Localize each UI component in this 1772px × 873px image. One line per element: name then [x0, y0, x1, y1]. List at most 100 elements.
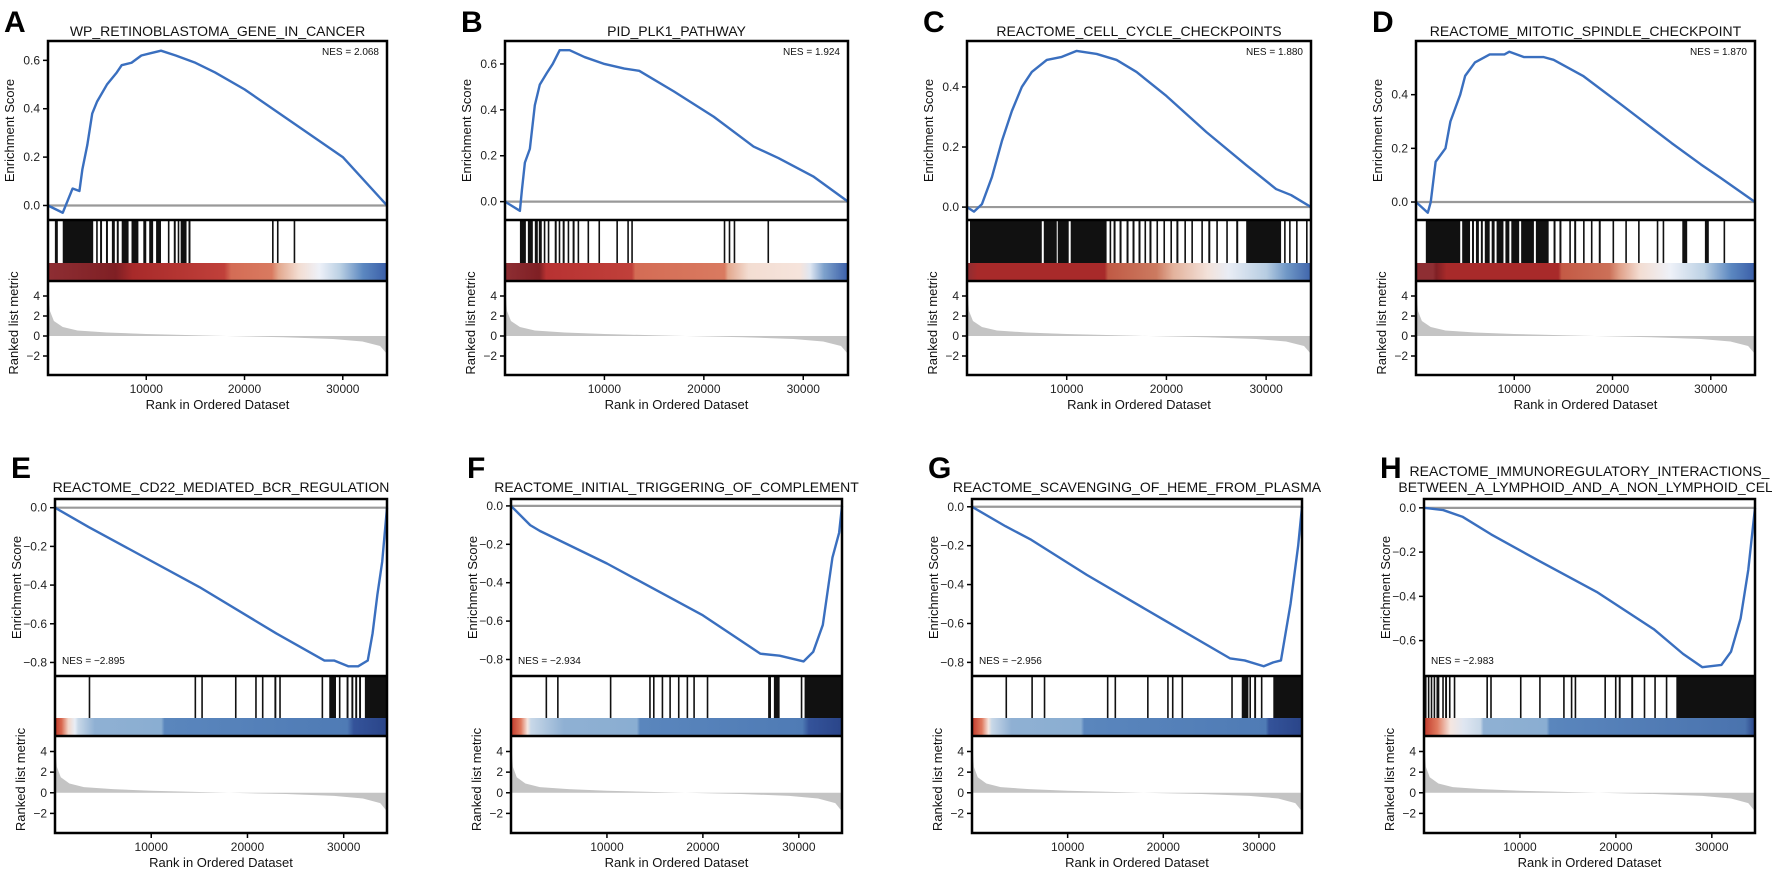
panel-letter: G: [928, 452, 951, 485]
enrichment-score-curve: [47, 49, 388, 214]
x-tick-label: 10000: [588, 382, 622, 396]
gene-hit-bar: [572, 220, 575, 263]
gene-hit-bar: [1442, 676, 1444, 718]
gene-hit-bar: [538, 220, 542, 263]
gene-hit-bar: [1106, 676, 1109, 718]
gene-hit-bar: [1486, 676, 1488, 718]
gene-hit-bar: [519, 220, 526, 263]
es-y-tick-label: 0.2: [1391, 141, 1408, 155]
gene-hit-bar: [62, 220, 94, 263]
es-y-tick-label: 0.4: [480, 103, 497, 117]
gene-hit-bar: [1676, 676, 1755, 718]
es-y-tick-label: −0.2: [940, 539, 964, 553]
gene-hit-bar: [1618, 676, 1621, 718]
es-y-tick-label: 0.2: [942, 140, 959, 154]
gene-hit-bar: [1519, 676, 1522, 718]
gene-hit-bar: [527, 220, 533, 263]
gene-hit-bar: [1201, 220, 1203, 263]
metric-y-tick-label: 0: [952, 329, 959, 343]
gene-hit-bar: [669, 676, 671, 718]
gene-hit-bar: [1241, 676, 1249, 718]
gene-hit-bar: [156, 220, 161, 263]
x-tick-label: 30000: [787, 382, 821, 396]
metric-y-tick-label: 0: [496, 786, 503, 800]
gene-hit-bar: [1511, 220, 1520, 263]
gene-hit-bar: [1598, 220, 1601, 263]
gene-hit-bar: [346, 676, 349, 718]
panel-title: BETWEEN_A_LYMPHOID_AND_A_NON_LYMPHOID_CE…: [1398, 479, 1772, 495]
es-y-tick-label: −0.2: [479, 537, 503, 551]
gene-hit-bar: [1138, 220, 1141, 263]
gene-hit-bar: [355, 676, 358, 718]
gene-hit-bar: [1167, 676, 1169, 718]
metric-y-tick-label: −2: [33, 806, 47, 820]
nes-label: NES = 1.870: [1690, 47, 1747, 58]
gene-hit-bar: [534, 220, 538, 263]
gene-hit-bar: [1249, 676, 1251, 718]
x-tick-label: 10000: [590, 840, 624, 854]
ranked-metric-area: [1416, 284, 1755, 354]
panel-title: REACTOME_SCAVENGING_OF_HEME_FROM_PLASMA: [953, 479, 1322, 495]
metric-y-tick-label: 2: [1401, 309, 1408, 323]
enrichment-score-curve: [966, 49, 1312, 213]
x-tick-label: 20000: [1147, 840, 1181, 854]
es-y-tick-label: −0.4: [23, 578, 47, 592]
gene-hit-bar: [1612, 220, 1615, 263]
metric-y-tick-label: 2: [957, 765, 964, 779]
gene-hit-bar: [111, 220, 115, 263]
es-y-tick-label: 0.6: [23, 53, 40, 67]
plot-frame: [509, 497, 844, 835]
metric-y-tick-label: 0: [1409, 786, 1416, 800]
gene-hit-bar: [1246, 220, 1282, 263]
gene-hit-bar: [706, 676, 709, 718]
metric-y-tick-label: 4: [496, 745, 503, 759]
gene-hit-bar: [1475, 220, 1479, 263]
gene-hit-bar: [1631, 676, 1634, 718]
gene-hit-bar: [121, 220, 129, 263]
gene-hit-bar: [1171, 676, 1174, 718]
gene-hit-bar: [1570, 676, 1573, 718]
gene-hit-bar: [1662, 220, 1665, 263]
gene-hit-bar: [543, 220, 546, 263]
gene-hit-bar: [652, 676, 655, 718]
rank-heatmap-bar: [972, 718, 1302, 735]
es-y-tick-label: 0.6: [480, 57, 497, 71]
gene-hit-bar: [1425, 220, 1461, 263]
plot-frame: [1414, 39, 1757, 377]
gene-hit-bar: [1569, 220, 1571, 263]
es-y-tick-label: 0.0: [1399, 501, 1416, 515]
x-axis-label: Rank in Ordered Dataset: [1518, 855, 1662, 870]
es-y-tick-label: −0.2: [23, 539, 47, 553]
rank-heatmap-bar: [1416, 263, 1755, 280]
panel-title: PID_PLK1_PATHWAY: [607, 23, 746, 39]
panel-title: REACTOME_CELL_CYCLE_CHECKPOINTS: [996, 23, 1281, 39]
es-y-tick-label: −0.6: [1392, 634, 1416, 648]
gene-hit-bar: [1521, 220, 1534, 263]
gene-hit-bar: [1289, 220, 1291, 263]
metric-y-axis-label: Ranked list metric: [463, 271, 478, 375]
gsea-panel-e: E REACTOME_CD22_MEDIATED_BCR_REGULATION NE…: [9, 452, 389, 870]
gene-hit-bar: [1614, 676, 1617, 718]
gene-hit-bar: [1643, 676, 1646, 718]
x-tick-label: 10000: [1051, 840, 1085, 854]
gene-hit-bar: [649, 676, 651, 718]
gene-hit-bar: [1109, 220, 1112, 263]
gene-hit-bar: [1181, 676, 1184, 718]
gene-hit-bar: [321, 676, 324, 718]
gene-hit-bar: [577, 220, 580, 263]
metric-y-tick-label: 4: [33, 289, 40, 303]
es-y-tick-label: 0.4: [942, 80, 959, 94]
gene-hit-bar: [1484, 220, 1490, 263]
x-axis-label: Rank in Ordered Dataset: [1067, 397, 1211, 412]
plot-frame: [970, 497, 1304, 835]
es-y-tick-label: 0.2: [23, 150, 40, 164]
rank-heatmap-bar: [48, 263, 387, 280]
x-tick-label: 20000: [1599, 840, 1633, 854]
gene-hit-bar: [1496, 220, 1504, 263]
gene-hit-bar: [1723, 220, 1726, 263]
es-y-axis-label: Enrichment Score: [459, 79, 474, 182]
panel-letter: H: [1380, 452, 1402, 485]
gene-hit-bar: [1284, 220, 1286, 263]
nes-label: NES = −2.934: [518, 656, 581, 667]
gsea-panel-c: C REACTOME_CELL_CYCLE_CHECKPOINTS NES = 1.…: [921, 6, 1313, 412]
